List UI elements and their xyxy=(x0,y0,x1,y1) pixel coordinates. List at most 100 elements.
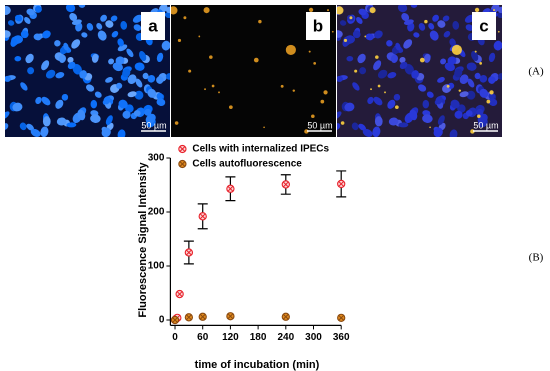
cell xyxy=(5,30,11,38)
cell xyxy=(352,30,361,39)
cell xyxy=(105,20,114,28)
panel-label: b xyxy=(313,16,323,35)
cell xyxy=(55,99,64,109)
particle xyxy=(377,84,381,88)
particle xyxy=(253,57,259,63)
x-tick-label: 360 xyxy=(333,332,350,343)
cell xyxy=(142,72,149,80)
cell xyxy=(90,99,98,109)
marker xyxy=(281,180,290,189)
cell xyxy=(94,91,102,98)
cell xyxy=(5,123,9,130)
cell xyxy=(452,21,460,30)
marker-cross xyxy=(172,317,178,323)
cell xyxy=(25,53,34,64)
cell xyxy=(161,40,170,51)
cell xyxy=(471,51,479,62)
part-label: (B) xyxy=(529,252,544,264)
particle xyxy=(228,105,233,110)
cell xyxy=(125,104,134,113)
marker xyxy=(170,315,180,325)
cell xyxy=(26,123,34,131)
cell xyxy=(117,38,124,47)
particle xyxy=(474,7,480,13)
cell xyxy=(374,30,383,39)
cell xyxy=(479,74,488,83)
particle xyxy=(211,84,215,88)
marker-cross xyxy=(186,314,192,321)
cell xyxy=(108,58,115,65)
cell xyxy=(413,32,420,38)
particle xyxy=(311,114,315,119)
x-tick-label: 240 xyxy=(277,332,294,343)
cell xyxy=(351,122,359,131)
cell xyxy=(12,102,23,112)
cell xyxy=(133,110,141,117)
particle xyxy=(177,38,182,43)
particle xyxy=(458,89,462,92)
particle xyxy=(313,62,317,65)
cell xyxy=(401,13,410,22)
y-axis-title: Fluorescence Signal Intensity xyxy=(137,161,149,317)
cell xyxy=(377,69,388,79)
cell xyxy=(339,20,347,26)
cell xyxy=(24,16,31,24)
cell xyxy=(127,91,137,98)
cell xyxy=(41,60,50,71)
cell xyxy=(27,67,35,75)
cell xyxy=(145,113,156,124)
particle xyxy=(258,19,262,24)
particle xyxy=(209,55,213,59)
y-tick-label: 300 xyxy=(148,153,165,164)
particle xyxy=(203,7,210,14)
panel-label: a xyxy=(148,16,158,35)
cell xyxy=(422,99,430,109)
y-tick-label: 100 xyxy=(148,261,165,272)
cell xyxy=(488,98,498,107)
particle xyxy=(429,126,431,129)
cell xyxy=(144,108,152,116)
cell xyxy=(337,30,343,38)
cell xyxy=(393,93,401,101)
cell xyxy=(337,75,343,82)
cell xyxy=(133,24,142,31)
particle xyxy=(188,69,192,73)
cell xyxy=(72,64,82,75)
cell xyxy=(459,74,469,85)
marker xyxy=(184,248,194,257)
cell xyxy=(467,78,475,88)
cell xyxy=(428,22,435,30)
particle xyxy=(492,9,496,12)
cell xyxy=(337,111,342,120)
particle xyxy=(486,99,491,104)
marker-cross xyxy=(338,315,344,321)
particle xyxy=(171,6,178,15)
marker xyxy=(198,212,207,221)
cell xyxy=(33,33,42,41)
cell xyxy=(433,127,443,137)
cell xyxy=(426,91,434,98)
scale-label: 50 µm xyxy=(307,120,332,130)
cell xyxy=(435,96,443,105)
cell xyxy=(71,39,81,49)
cell xyxy=(45,69,56,79)
cell xyxy=(454,110,463,119)
x-tick-label: 300 xyxy=(305,332,322,343)
cell xyxy=(20,82,28,91)
marker-cross xyxy=(176,291,183,297)
cell xyxy=(134,62,145,71)
particle xyxy=(349,16,353,20)
cell xyxy=(479,88,489,98)
cell xyxy=(14,56,22,62)
cell xyxy=(399,56,406,63)
cell xyxy=(474,72,481,80)
particle xyxy=(204,88,206,91)
cell xyxy=(132,14,143,23)
particle xyxy=(369,7,376,14)
cell xyxy=(5,75,11,82)
cell xyxy=(457,104,466,113)
scale-label: 50 µm xyxy=(473,120,498,130)
marker-cross xyxy=(283,314,289,320)
cell xyxy=(139,51,147,62)
